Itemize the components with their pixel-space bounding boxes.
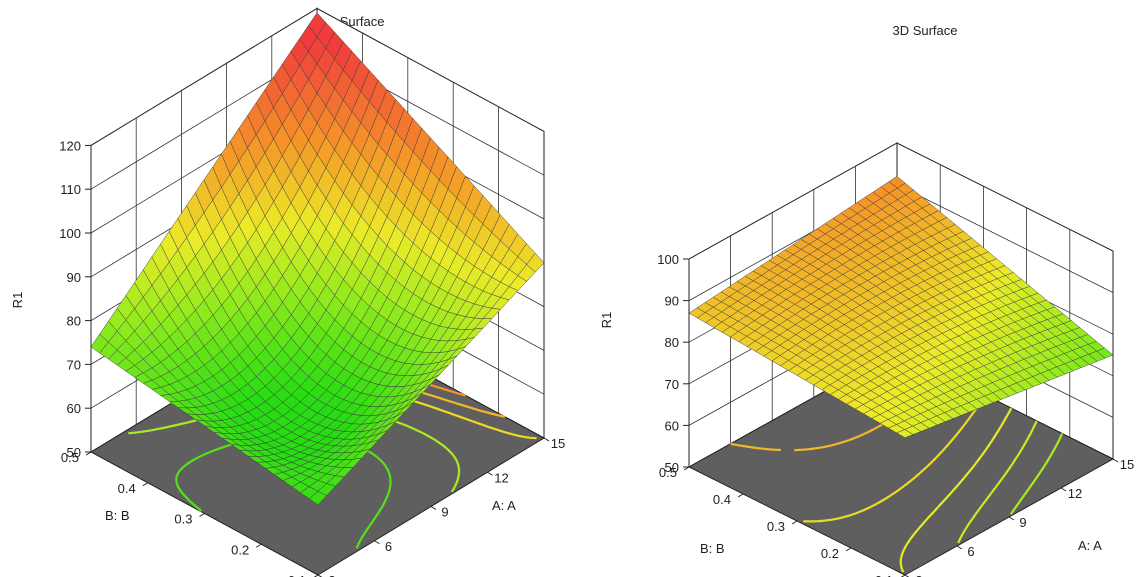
x-tick <box>1112 458 1119 463</box>
x-tick <box>543 437 550 442</box>
z-tick-label: 90 <box>67 270 81 285</box>
y-tick-label: 0.2 <box>231 542 249 557</box>
y-tick <box>85 451 92 456</box>
x-tick <box>956 545 963 550</box>
surface-cell <box>308 490 328 506</box>
y-tick-label: 0.4 <box>713 492 731 507</box>
x-tick-label: 3 <box>328 573 335 577</box>
surface-cell <box>896 429 914 438</box>
z-tick-label: 100 <box>59 226 81 241</box>
z-axis-label: R1 <box>10 292 25 309</box>
y-tick-label: 0.3 <box>174 512 192 527</box>
y-tick-label: 0.1 <box>288 573 306 577</box>
z-tick-label: 90 <box>665 294 679 309</box>
response-surface <box>688 176 1114 438</box>
z-tick-label: 80 <box>67 314 81 329</box>
surface-plot-right: 3D Surface R1 B: B A: A 50 60 70 80 90 100 3 6 9… <box>599 23 1134 577</box>
z-tick-label: 70 <box>665 377 679 392</box>
x-tick <box>374 540 380 545</box>
x-axis-label: A: A <box>492 498 516 513</box>
y-tick <box>737 493 744 498</box>
chart-title: 3D Surface <box>892 23 957 38</box>
z-tick-label: 60 <box>665 418 679 433</box>
y-tick <box>142 482 149 487</box>
x-tick-label: 15 <box>1120 457 1134 472</box>
x-tick-label: 3 <box>915 573 922 577</box>
floor-contour-line <box>957 420 1038 544</box>
x-tick-label: 15 <box>551 436 565 451</box>
floor-contour-line <box>803 394 987 523</box>
z-axis-label: R1 <box>599 312 614 329</box>
y-tick <box>199 513 205 517</box>
x-tick <box>430 506 437 510</box>
y-axis-label: B: B <box>700 541 725 556</box>
x-tick <box>1060 487 1067 492</box>
x-axis-label: A: A <box>1078 538 1102 553</box>
z-tick-label: 110 <box>60 182 81 197</box>
z-tick-label: 100 <box>657 252 679 267</box>
x-tick-label: 9 <box>441 505 448 520</box>
x-tick-label: 6 <box>385 539 392 554</box>
x-tick-label: 12 <box>1068 486 1082 501</box>
x-tick-label: 12 <box>494 470 508 485</box>
surface-plot-left: 3D Surface R1 B: B A: A 5060708090100110… <box>10 7 565 577</box>
x-tick-label: 9 <box>1019 515 1026 530</box>
y-tick-label: 0.2 <box>821 546 839 561</box>
z-tick-label: 120 <box>59 138 81 153</box>
z-tick-label: 50 <box>665 460 679 475</box>
z-tick-label: 50 <box>67 445 81 460</box>
y-tick <box>845 547 852 552</box>
z-tick-label: 70 <box>67 357 81 372</box>
x-tick-label: 6 <box>967 544 974 559</box>
y-tick-label: 0.5 <box>659 465 677 480</box>
y-tick <box>791 520 798 525</box>
x-tick <box>1008 516 1015 521</box>
floor-contour-line <box>1009 433 1064 515</box>
response-surface <box>90 12 545 506</box>
y-tick <box>683 466 690 471</box>
z-tick-label: 80 <box>665 335 679 350</box>
y-tick-label: 0.1 <box>875 573 893 577</box>
floor-contour-line <box>899 407 1013 573</box>
z-tick-label: 60 <box>67 401 81 416</box>
y-tick-label: 0.3 <box>767 519 785 534</box>
x-tick <box>487 471 493 476</box>
y-tick <box>255 543 262 548</box>
y-tick-label: 0.5 <box>61 450 79 465</box>
y-axis-label: B: B <box>105 508 130 523</box>
y-tick-label: 0.4 <box>118 481 136 496</box>
